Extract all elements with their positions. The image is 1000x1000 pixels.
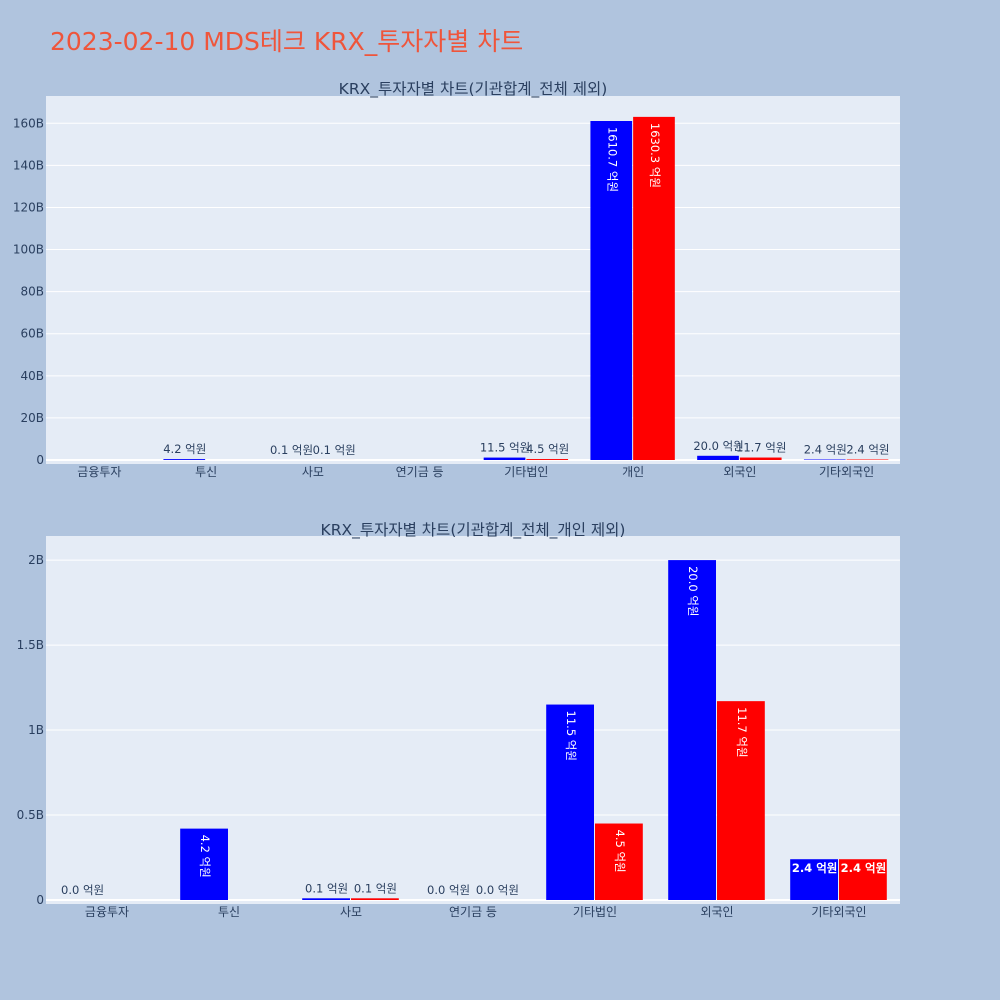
bar [351,898,399,900]
y-tick-label: 1.5B [17,638,44,652]
x-tick-label: 외국인 [723,465,756,479]
y-tick-label: 20B [20,411,44,425]
bar [546,704,594,900]
x-tick-label: 금융투자 [77,465,121,479]
chart-1: 0 20B 40B 60B 80B 100B 120B 140B 160B KRX_투자자별 차트… [13,80,900,479]
bar-value-label: 2.4 억원 [846,442,889,456]
y-tick-label: 120B [13,200,44,214]
bar-value-label: 0.1 억원 [313,443,356,457]
x-tick-label: 기타법인 [573,905,617,919]
y-tick-label: 40B [20,369,44,383]
chart-title: KRX_투자자별 차트(기관합계_전체 제외) [339,80,608,99]
chart-2: 0 0.5B 1B 1.5B 2B KRX_투자자별 차트(기관합계_전체_개인 제외) 금… [17,521,900,919]
y-tick-label: 160B [13,116,44,130]
y-tick-label: 100B [13,243,44,257]
y-tick-label: 2B [28,553,44,567]
x-tick-label: 투신 [195,465,217,479]
bar [668,560,716,900]
page-title: 2023-02-10 MDS테크 KRX_투자자별 차트 [50,27,524,56]
bar-value-label: 20.0 억원 [686,566,700,616]
bar-value-label: 11.7 억원 [735,707,749,757]
bar [846,459,889,460]
bar-value-label: 2.4 억원 [804,442,847,456]
bar-value-label: 0.0 억원 [476,883,519,897]
bar-value-label: 2.4 억원 [792,861,838,875]
bar [739,457,782,460]
bar-value-label: 1610.7 억원 [605,127,619,192]
bar [180,828,228,900]
bar-value-label: 0.0 억원 [61,883,104,897]
bar-value-label: 4.2 억원 [163,442,206,456]
bar-value-label: 0.1 억원 [270,443,313,457]
x-tick-label: 사모 [302,465,324,479]
plot-area [46,96,900,464]
bar [717,701,765,900]
chart-title: KRX_투자자별 차트(기관합계_전체_개인 제외) [321,521,626,540]
bar-value-label: 0.0 억원 [427,883,470,897]
x-tick-label: 투신 [218,905,240,919]
y-tick-label: 0 [36,453,44,467]
x-tick-label: 기타외국인 [811,905,866,919]
x-tick-label: 금융투자 [85,905,129,919]
bar-value-label: 11.5 억원 [480,441,530,455]
x-tick-label: 사모 [340,905,362,919]
bar [633,116,675,460]
bar-value-label: 4.2 억원 [198,835,212,878]
bar [526,459,569,460]
bar-value-label: 20.0 억원 [693,439,743,453]
plot-area [46,536,900,904]
x-tick-label: 연기금 등 [396,465,444,479]
bar-value-label: 11.7 억원 [736,441,786,455]
x-tick-label: 기타외국인 [819,465,874,479]
bar [595,823,643,900]
x-tick-label: 기타법인 [504,465,548,479]
y-tick-label: 60B [20,327,44,341]
bar [590,121,633,460]
bar [790,859,838,900]
x-tick-label: 연기금 등 [449,905,497,919]
bar [839,859,887,900]
bar-value-label: 0.1 억원 [354,881,397,895]
bar-value-label: 11.5 억원 [564,711,578,761]
bar-value-label: 1630.3 억원 [648,123,662,188]
bar [302,898,350,900]
bar-value-label: 2.4 억원 [841,861,887,875]
bar-value-label: 0.1 억원 [305,881,348,895]
bar-value-label: 4.5 억원 [526,442,569,456]
y-tick-label: 1B [28,723,44,737]
bar [697,455,739,460]
bar [483,457,526,460]
bar [803,459,846,460]
y-tick-label: 140B [13,158,44,172]
y-tick-label: 0 [36,893,44,907]
y-tick-label: 0.5B [17,808,44,822]
x-tick-label: 개인 [622,465,644,479]
bar [163,459,206,460]
y-tick-label: 80B [20,285,44,299]
bar-value-label: 4.5 억원 [613,830,627,873]
x-tick-label: 외국인 [700,905,733,919]
